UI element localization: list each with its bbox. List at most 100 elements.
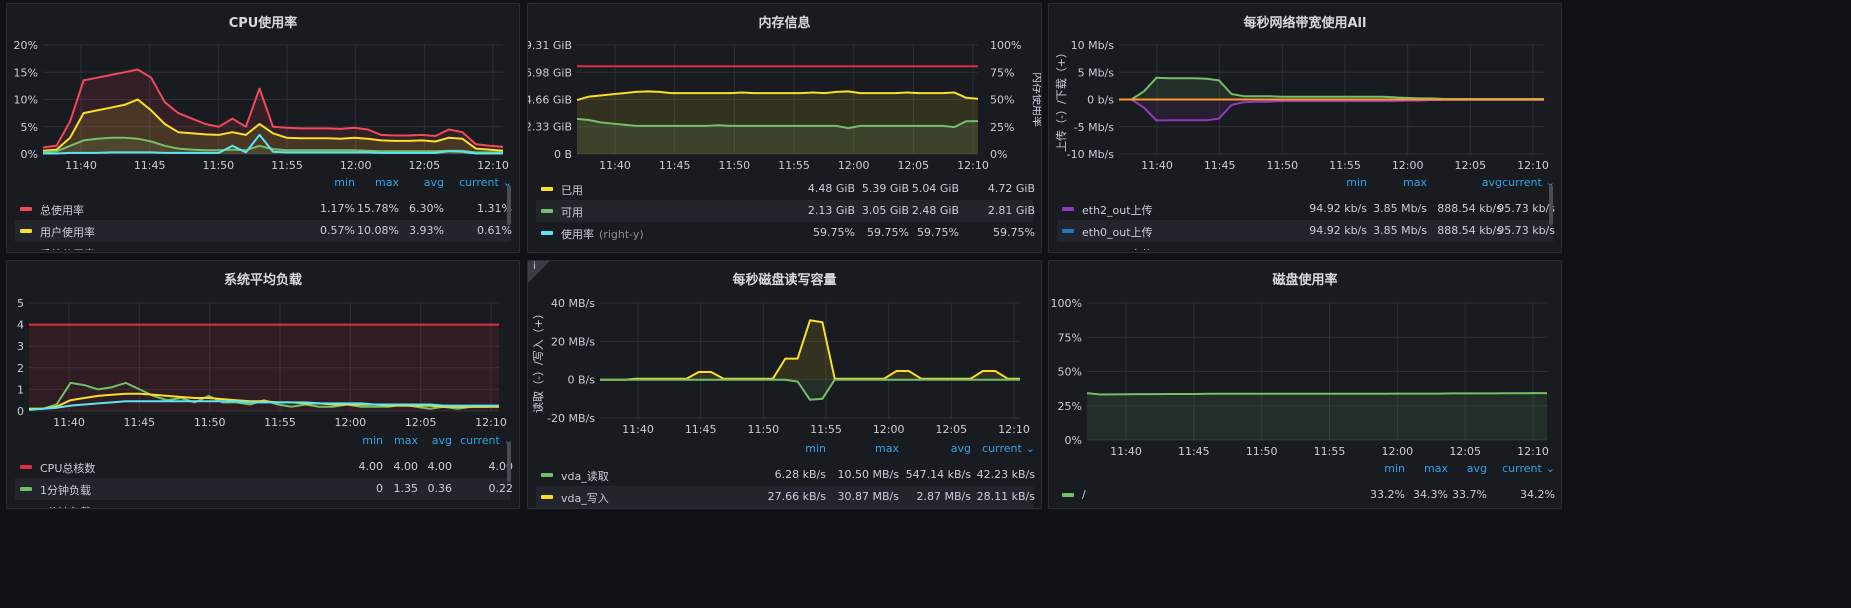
legend-row[interactable]: eth0_out上传 94.92 kb/s 3.85 Mb/s 888.54 kb/s… xyxy=(1057,220,1555,242)
chevron-down-icon: ⌄ xyxy=(1545,462,1555,475)
series-name[interactable]: 用户使用率 xyxy=(40,224,95,240)
legend-row[interactable]: 可用 2.13 GiB 3.05 GiB 2.48 GiB 2.81 GiB xyxy=(536,200,1035,222)
panel-load[interactable]: 系统平均负载 0 1 2 3 4 5 11:40 11:45 11:50 11:55 12:00 12… xyxy=(6,260,520,509)
legend-row[interactable]: 使用率 (right-y) 59.75% 59.75% 59.75% 59.75% xyxy=(536,222,1035,244)
legend-sort-avg[interactable]: avg xyxy=(1466,462,1487,475)
legend-sort-min[interactable]: min xyxy=(362,434,383,447)
legend-sort-max[interactable]: max xyxy=(1424,462,1448,475)
series-name[interactable]: 总使用率 xyxy=(40,202,84,218)
legend-scrollbar[interactable] xyxy=(507,442,511,482)
legend-sort-max[interactable]: max xyxy=(875,442,899,455)
legend-row-partial[interactable]: 系统使用率 xyxy=(15,242,511,250)
series-color-swatch[interactable] xyxy=(20,465,32,469)
legend-sort-avg[interactable]: avg xyxy=(950,442,971,455)
legend-value: 94.92 kb/s xyxy=(1309,224,1367,237)
series-color-swatch[interactable] xyxy=(541,187,553,191)
series-name[interactable]: vda_读取 xyxy=(561,468,609,484)
legend-row-partial[interactable]: 5分钟负载 xyxy=(15,500,511,508)
chevron-down-icon: ⌄ xyxy=(503,434,513,447)
series-color-swatch[interactable] xyxy=(1062,207,1074,211)
panel-disk-usage[interactable]: 磁盘使用率 0% 25% 50% 75% 100% 11:40 11:45 11:50 11:5… xyxy=(1048,260,1562,509)
panel-cpu[interactable]: CPU使用率 0% 5% 10% 15% 20% 11:40 11:45 11:50 11:55… xyxy=(6,3,520,253)
legend-value: 4.00 xyxy=(393,460,419,473)
legend-sort-current[interactable]: current ⌄ xyxy=(460,434,513,447)
series-color-swatch[interactable] xyxy=(20,229,32,233)
series-color-swatch[interactable] xyxy=(541,231,553,235)
series-area xyxy=(43,99,503,154)
series-name[interactable]: 可用 xyxy=(561,204,583,220)
series-area xyxy=(1119,99,1544,121)
panel-network[interactable]: 每秒网络带宽使用All -10 Mb/s -5 Mb/s 0 b/s 5 Mb/s 10… xyxy=(1048,3,1562,253)
panel-title[interactable]: 磁盘使用率 xyxy=(1272,273,1338,288)
panel-memory[interactable]: 内存信息 0 B 2.33 GiB 4.66 GiB 6.98 GiB 9.31 GiB… xyxy=(527,3,1042,253)
series-name[interactable]: CPU总核数 xyxy=(40,460,95,476)
panel-title[interactable]: 每秒网络带宽使用All xyxy=(1243,16,1367,31)
panel-title[interactable]: CPU使用率 xyxy=(228,16,298,31)
y-tick-label: 4.66 GiB xyxy=(527,93,572,106)
series-name[interactable]: 1分钟负载 xyxy=(40,482,91,498)
legend-sort-max[interactable]: max xyxy=(394,434,418,447)
panel-title[interactable]: 每秒磁盘读写容量 xyxy=(732,273,837,288)
legend-sort-min[interactable]: min xyxy=(1384,462,1405,475)
legend-row[interactable]: vda_写入 27.66 kB/s 30.87 MB/s 2.87 MB/s 28.11… xyxy=(536,486,1035,508)
series-name[interactable]: eth2_out上传 xyxy=(1082,202,1153,218)
legend-sort-avg[interactable]: avg xyxy=(1481,176,1502,189)
series-color-swatch[interactable] xyxy=(20,207,32,211)
panel-disk-io[interactable]: i 每秒磁盘读写容量 -20 MB/s 0 B/s 20 MB/s 40 MB/s 11… xyxy=(527,260,1042,509)
legend-row[interactable]: CPU总核数 4.00 4.00 4.00 4.00 xyxy=(15,456,513,478)
network-legend: min max avg current ⌄ eth2_out上传 94.92 kb/s 3.8… xyxy=(1057,176,1555,252)
x-tick-label: 12:10 xyxy=(1517,445,1549,458)
x-tick-label: 11:55 xyxy=(810,423,842,436)
legend-row[interactable]: 1分钟负载 0 1.35 0.36 0.22 xyxy=(15,478,513,500)
x-tick-label: 11:50 xyxy=(1246,445,1278,458)
legend-row[interactable]: 已用 4.48 GiB 5.39 GiB 5.04 GiB 4.72 GiB xyxy=(536,178,1035,200)
panel-title[interactable]: 系统平均负载 xyxy=(223,273,302,288)
legend-sort-avg[interactable]: avg xyxy=(423,176,444,189)
y-tick-label: 5 xyxy=(17,297,24,310)
legend-row-partial[interactable]: eth1_out上传 xyxy=(1057,242,1553,250)
series-area xyxy=(1087,393,1547,440)
series-name[interactable]: vda_写入 xyxy=(561,490,609,506)
series-color-swatch[interactable] xyxy=(541,209,553,213)
x-tick-label: 11:50 xyxy=(1266,159,1298,172)
x-tick-label: 11:55 xyxy=(778,159,810,172)
legend-sort-max[interactable]: max xyxy=(375,176,399,189)
legend-sort-current[interactable]: current ⌄ xyxy=(982,442,1035,455)
y2-tick-label: 75% xyxy=(990,66,1014,79)
info-icon-glyph: i xyxy=(533,261,536,272)
legend-row[interactable]: 总使用率 1.17% 15.78% 6.30% 1.31% xyxy=(15,198,512,220)
legend-row[interactable]: 用户使用率 0.57% 10.08% 3.93% 0.61% xyxy=(15,220,512,242)
info-icon[interactable]: i xyxy=(528,261,550,283)
series-color-swatch[interactable] xyxy=(541,495,553,499)
legend-header: min max avg current ⌄ xyxy=(1057,462,1555,484)
y2-tick-label: 0% xyxy=(990,148,1007,161)
legend-sort-min[interactable]: min xyxy=(334,176,355,189)
legend-row[interactable]: eth2_out上传 94.92 kb/s 3.85 Mb/s 888.54 kb/s… xyxy=(1057,198,1555,220)
panel-title[interactable]: 内存信息 xyxy=(758,16,811,31)
legend-sort-current[interactable]: current ⌄ xyxy=(1502,462,1555,475)
series-name[interactable]: / xyxy=(1082,488,1086,501)
legend-sort-max[interactable]: max xyxy=(1403,176,1427,189)
series-color-swatch[interactable] xyxy=(20,487,32,491)
x-tick-label: 12:00 xyxy=(873,423,905,436)
legend-scrollbar[interactable] xyxy=(1549,185,1553,225)
series-color-swatch[interactable] xyxy=(541,473,553,477)
legend-sort-avg[interactable]: avg xyxy=(431,434,452,447)
series-line xyxy=(29,392,499,410)
legend-scrollbar[interactable] xyxy=(507,185,511,225)
series-name[interactable]: eth0_out上传 xyxy=(1082,224,1153,240)
x-tick-label: 11:40 xyxy=(622,423,654,436)
legend-sort-min[interactable]: min xyxy=(1346,176,1367,189)
memory-chart: 0 B 2.33 GiB 4.66 GiB 6.98 GiB 9.31 GiB 11:40… xyxy=(527,39,1041,172)
series-color-swatch[interactable] xyxy=(1062,229,1074,233)
legend-sort-current[interactable]: current ⌄ xyxy=(459,176,512,189)
legend-row[interactable]: / 33.2% 34.3% 33.7% 34.2% xyxy=(1057,484,1555,506)
series-name-text: eth1_out上传 xyxy=(1082,246,1153,250)
series-name[interactable]: 使用率 (right-y) xyxy=(561,226,644,242)
legend-row[interactable]: vda_读取 6.28 kB/s 10.50 MB/s 547.14 kB/s 42.2… xyxy=(536,464,1035,486)
legend-sort-min[interactable]: min xyxy=(805,442,826,455)
series-name[interactable]: 已用 xyxy=(561,182,583,198)
legend-sort-current[interactable]: current ⌄ xyxy=(1502,176,1555,189)
y-tick-label: 0 xyxy=(17,405,24,418)
series-color-swatch[interactable] xyxy=(1062,493,1074,497)
